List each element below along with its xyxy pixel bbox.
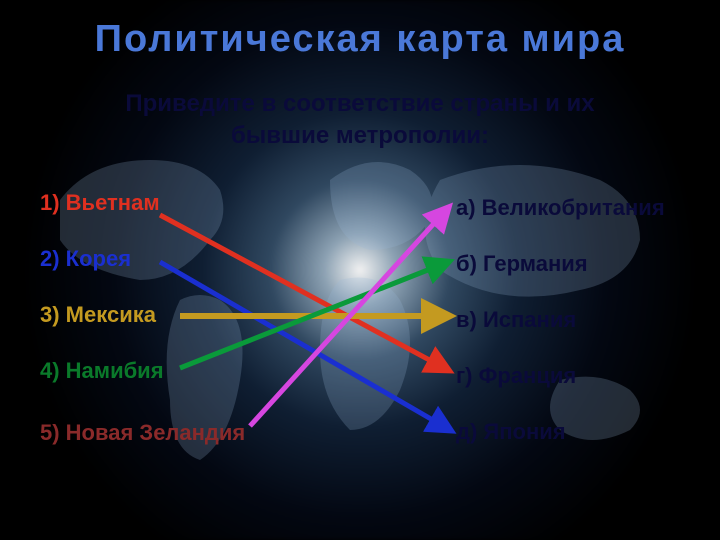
right-item-e: д) Япония: [456, 419, 566, 445]
left-item-4: 4) Намибия: [40, 358, 164, 384]
subtitle-line2: бывшие метрополии:: [231, 122, 489, 149]
slide-title: Политическая карта мира: [0, 18, 720, 61]
slide-subtitle: Приведите в соответствие страны и их быв…: [60, 88, 660, 153]
left-item-3: 3) Мексика: [40, 302, 156, 328]
right-item-c: в) Испания: [456, 307, 576, 333]
title-text: Политическая карта мира: [95, 18, 626, 60]
left-item-2: 2) Корея: [40, 246, 131, 272]
left-item-5: 5) Новая Зеландия: [40, 420, 245, 446]
right-item-a: а) Великобритания: [456, 195, 665, 221]
right-item-b: б) Германия: [456, 251, 588, 277]
left-item-1: 1) Вьетнам: [40, 190, 160, 216]
right-item-d: г) Франция: [456, 363, 576, 389]
slide: Политическая карта мира Приведите в соот…: [0, 0, 720, 540]
subtitle-line1: Приведите в соответствие страны и их: [125, 90, 594, 117]
